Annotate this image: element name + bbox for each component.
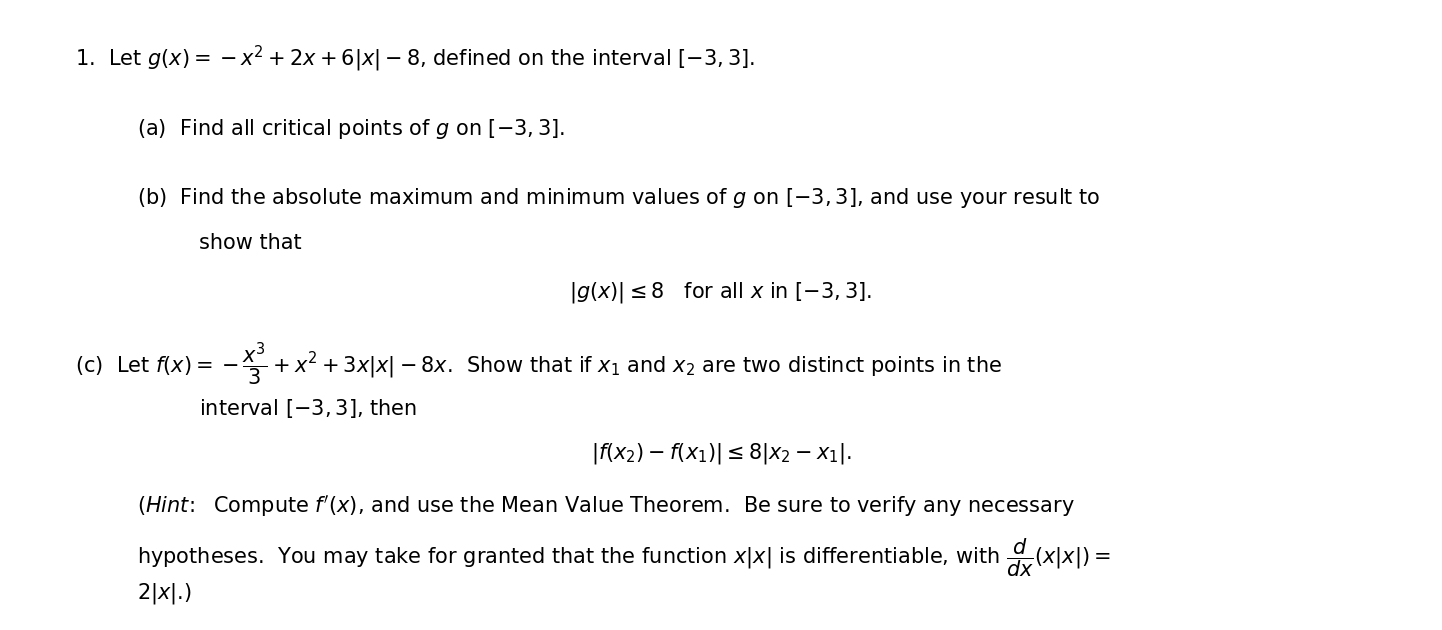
Text: (b)  Find the absolute maximum and minimum values of $g$ on $[-3, 3]$, and use y: (b) Find the absolute maximum and minimu… — [137, 186, 1100, 210]
Text: $|f(x_2) - f(x_1)| \leq 8|x_2 - x_1|$.: $|f(x_2) - f(x_1)| \leq 8|x_2 - x_1|$. — [591, 441, 851, 466]
Text: $2|x|$.$)$: $2|x|$.$)$ — [137, 581, 192, 606]
Text: $(Hint\!:$  Compute $f'(x)$, and use the Mean Value Theorem.  Be sure to verify : $(Hint\!:$ Compute $f'(x)$, and use the … — [137, 493, 1074, 518]
Text: 1.  Let $g(x) = -x^2 + 2x + 6|x| - 8$, defined on the interval $[-3, 3]$.: 1. Let $g(x) = -x^2 + 2x + 6|x| - 8$, de… — [75, 44, 756, 74]
Text: show that: show that — [199, 233, 301, 253]
Text: (c)  Let $f(x) = -\dfrac{x^3}{3} + x^2 + 3x|x| - 8x$.  Show that if $x_1$ and $x: (c) Let $f(x) = -\dfrac{x^3}{3} + x^2 + … — [75, 340, 1002, 388]
Text: hypotheses.  You may take for granted that the function $x|x|$ is differentiable: hypotheses. You may take for granted tha… — [137, 537, 1110, 579]
Text: $|g(x)| \leq 8$   for all $x$ in $[-3, 3]$.: $|g(x)| \leq 8$ for all $x$ in $[-3, 3]$… — [570, 280, 872, 306]
Text: interval $[-3, 3]$, then: interval $[-3, 3]$, then — [199, 397, 417, 420]
Text: (a)  Find all critical points of $g$ on $[-3, 3]$.: (a) Find all critical points of $g$ on $… — [137, 117, 565, 140]
